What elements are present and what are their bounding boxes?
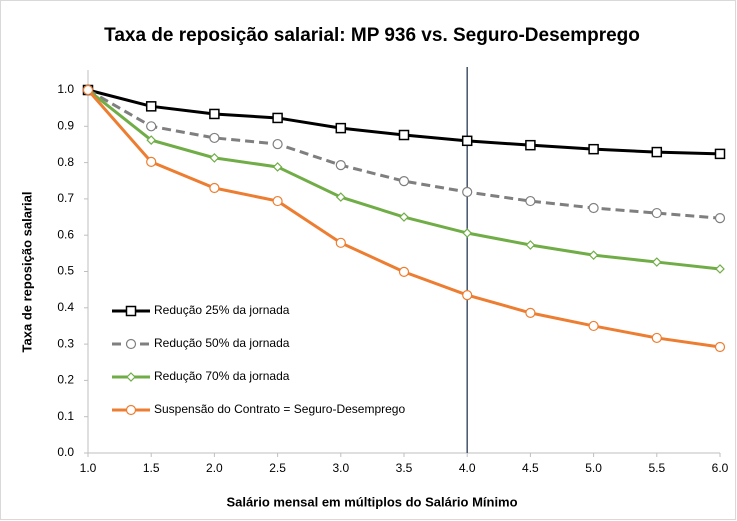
marker [209,182,220,194]
x-tick-label: 4.5 [522,461,539,475]
marker [525,307,536,318]
legend-marker [125,338,137,350]
marker [525,195,536,207]
marker [335,192,346,202]
marker [335,237,346,248]
y-tick-label: 0.6 [57,227,74,241]
marker [462,228,473,238]
marker [651,146,663,158]
legend-marker [125,305,137,317]
legend-label: Redução 50% da jornada [154,336,290,350]
y-tick-label: 0.1 [57,409,74,423]
marker [651,257,662,267]
y-tick-label: 0.2 [57,373,74,387]
x-tick-label: 2.5 [269,461,286,475]
marker [209,153,220,163]
marker [714,213,726,224]
marker [398,129,410,141]
marker [714,148,726,160]
marker [588,143,599,155]
x-tick-label: 2.0 [206,461,223,475]
x-tick-label: 3.0 [332,461,349,475]
marker [462,289,473,301]
marker [146,121,157,132]
x-tick-label: 3.5 [396,461,413,475]
marker [525,240,536,250]
marker [398,176,410,187]
marker [272,112,283,124]
marker [82,84,94,96]
marker [651,332,662,344]
y-tick-label: 0.8 [57,155,74,169]
marker [335,122,347,134]
y-axis-label: Taxa de reposição salarial [19,192,34,353]
marker [146,156,157,167]
x-tick-label: 1.5 [143,461,160,475]
marker [272,162,283,172]
legend-marker [125,404,137,416]
legend-label: Suspensão do Contrato = Seguro-Desempreg… [154,402,405,416]
y-tick-label: 0.0 [57,445,74,459]
marker [272,195,283,207]
x-tick-label: 1.0 [80,461,97,475]
marker [399,212,409,222]
marker [462,186,473,198]
marker [588,320,599,332]
marker [398,266,410,277]
legend-label: Redução 70% da jornada [154,369,290,383]
marker [272,138,283,150]
marker [588,202,599,214]
x-tick-label: 6.0 [712,461,729,475]
chart-title: Taxa de reposição salarial: MP 936 vs. S… [104,25,640,46]
marker [209,132,220,144]
legend-marker [126,372,136,382]
y-tick-label: 1.0 [57,82,74,96]
marker [461,135,473,147]
y-tick-label: 0.9 [57,118,74,132]
x-tick-label: 4.0 [459,461,476,475]
marker [651,207,662,219]
marker [335,160,346,171]
marker [588,250,599,261]
marker [715,264,725,274]
x-tick-label: 5.0 [585,461,602,475]
x-tick-label: 5.5 [648,461,665,475]
marker [146,135,157,145]
marker [209,108,220,120]
marker [714,341,726,353]
y-tick-label: 0.3 [57,336,74,350]
y-tick-label: 0.7 [57,191,74,205]
marker [525,139,536,151]
y-tick-label: 0.4 [57,300,74,314]
series-line [87,88,721,220]
y-tick-label: 0.5 [57,264,74,278]
x-axis-label: Salário mensal em múltiplos do Salário M… [226,494,517,509]
marker [145,101,157,112]
legend-label: Redução 25% da jornada [154,303,290,317]
